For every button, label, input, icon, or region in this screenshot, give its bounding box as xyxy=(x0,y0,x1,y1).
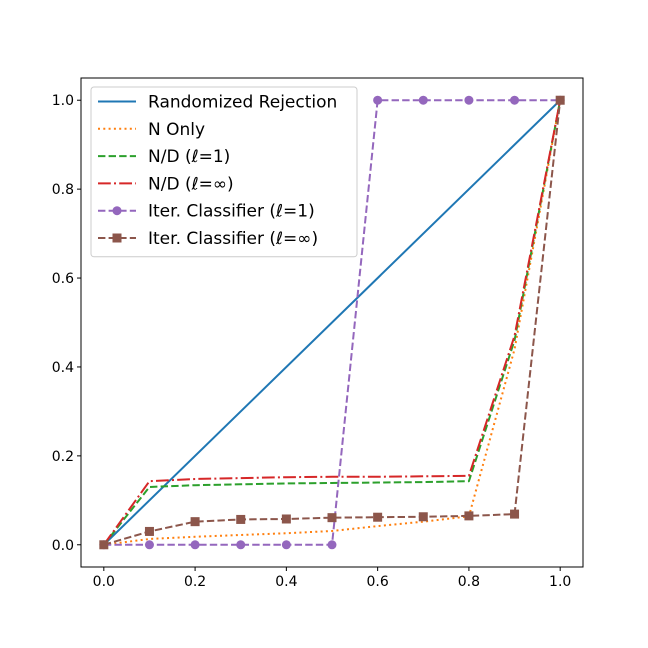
legend-marker-5 xyxy=(112,233,122,243)
y-tick-label: 1.0 xyxy=(52,93,74,109)
legend-label-1: N Only xyxy=(148,120,205,140)
series-4-point xyxy=(236,540,246,550)
y-tick-label: 0.6 xyxy=(52,271,74,287)
x-tick-label: 1.0 xyxy=(549,574,571,590)
x-tick-label: 0.4 xyxy=(275,574,297,590)
series-4-point xyxy=(510,95,520,105)
series-5-point xyxy=(190,517,200,527)
plot-area xyxy=(99,95,565,550)
legend-label-2: N/D (ℓ=1) xyxy=(148,147,230,167)
series-4-point xyxy=(418,95,428,105)
y-tick-label: 0.2 xyxy=(52,449,74,465)
series-4-point xyxy=(281,540,291,550)
series-5-point xyxy=(236,514,246,524)
series-line-1 xyxy=(103,100,562,546)
series-line-5 xyxy=(103,100,562,546)
series-4-point xyxy=(327,540,337,550)
series-4-point xyxy=(373,95,383,105)
series-5-point xyxy=(510,509,520,519)
series-5-point xyxy=(418,512,428,522)
series-5-point xyxy=(144,526,154,536)
series-4-point xyxy=(144,540,154,550)
x-tick-label: 0.6 xyxy=(367,574,389,590)
series-5-point xyxy=(281,514,291,524)
legend-label-0: Randomized Rejection xyxy=(148,93,337,113)
axis-ticks: 0.0 0.2 0.4 0.6 0.8 1.0 0.0 0.2 0.4 0.6 0.8 1.0 xyxy=(52,93,572,590)
y-tick-label: 0.4 xyxy=(52,360,74,376)
x-tick-label: 0.2 xyxy=(184,574,206,590)
series-4-point xyxy=(464,95,474,105)
series-5-point xyxy=(373,512,383,522)
legend-label-5: Iter. Classifier (ℓ=∞) xyxy=(148,229,318,249)
legend-marker-4 xyxy=(112,206,122,216)
legend: Randomized Rejection N Only N/D (ℓ=1) N/D (… xyxy=(90,86,358,258)
legend-box xyxy=(90,86,358,258)
series-line-2 xyxy=(103,100,562,546)
legend-label-3: N/D (ℓ=∞) xyxy=(148,174,234,194)
series-5-point xyxy=(555,95,565,105)
x-tick-label: 0.8 xyxy=(458,574,480,590)
y-tick-label: 0.0 xyxy=(52,538,74,554)
series-5-point xyxy=(464,511,474,521)
series-line-3 xyxy=(103,100,562,546)
legend-label-4: Iter. Classifier (ℓ=1) xyxy=(148,202,315,222)
axes-frame xyxy=(80,77,584,568)
y-tick-label: 0.8 xyxy=(52,182,74,198)
series-5-point xyxy=(99,540,109,550)
series-5-point xyxy=(327,513,337,523)
series-4-point xyxy=(190,540,200,550)
series-line-0 xyxy=(103,99,561,546)
x-tick-label: 0.0 xyxy=(93,574,115,590)
